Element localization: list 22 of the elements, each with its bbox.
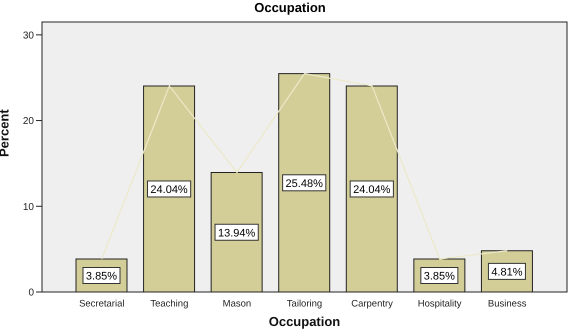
data-label: 24.04% [353,184,391,196]
x-tick-label: Business [488,298,527,310]
y-tick-label: 0 [28,288,34,299]
x-tick-label: Tailoring [286,298,322,310]
x-tick-label: Teaching [150,298,188,310]
data-label: 13.94% [218,227,256,240]
data-label: 4.81% [491,266,523,278]
line-series [101,73,508,260]
x-tick-label: Carpentry [351,298,394,310]
chart-title: Occupation [253,0,327,15]
x-tick-label: Secretarial [79,298,124,310]
y-tick-label: 10 [22,202,34,213]
y-tick-label: 30 [22,30,34,42]
y-tick-label: 20 [22,116,34,128]
data-label: 3.85% [86,270,118,282]
x-tick-label: Mason [222,298,252,310]
data-label: 3.85% [424,270,456,282]
data-label: 24.04% [150,184,188,196]
x-axis-title: Occupation [268,314,340,329]
y-axis-title: Percent [0,108,12,157]
x-tick-label: Hospitality [418,298,462,310]
data-label: 25.48% [286,178,324,190]
